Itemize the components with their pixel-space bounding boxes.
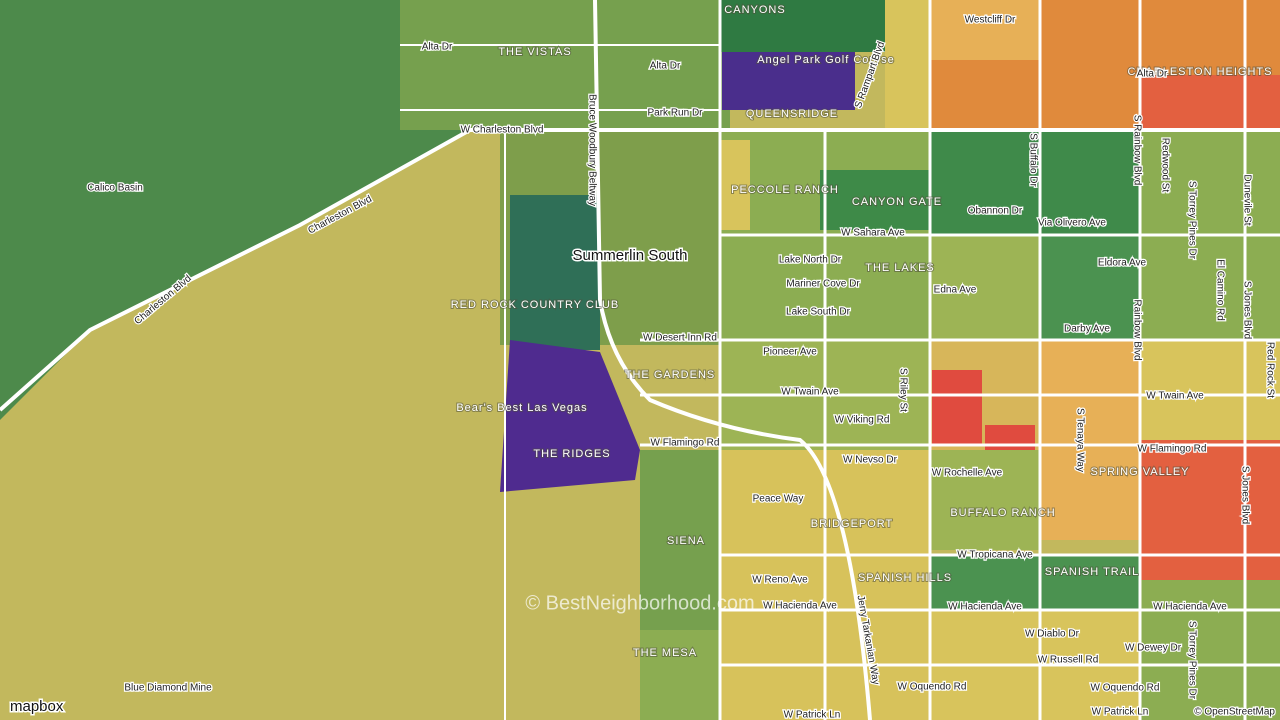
watermark: © BestNeighborhood.com <box>525 592 754 614</box>
street-label: Eldora Ave <box>1098 258 1147 269</box>
street-label: W Hacienda Ave <box>763 601 837 612</box>
street-label: W Rochelle Ave <box>932 468 1003 479</box>
street-label: Westcliff Dr <box>965 15 1016 26</box>
place-label: PECCOLE RANCH <box>731 184 839 196</box>
street-label: S Rainbow Blvd <box>1131 115 1142 186</box>
street-label: W Hacienda Ave <box>948 602 1022 613</box>
street-label: W Nevso Dr <box>843 455 898 466</box>
place-label: THE MESA <box>633 647 697 659</box>
street-label: W Charleston Blvd <box>461 125 544 136</box>
street-label: W Reno Ave <box>752 575 808 586</box>
street-label: Obannon Dr <box>968 206 1023 217</box>
place-label: CHARLESTON HEIGHTS <box>1128 66 1273 78</box>
street-label: W Flamingo Rd <box>1138 444 1207 455</box>
street-label: Edna Ave <box>934 285 977 296</box>
street-label: Lake North Dr <box>779 255 842 266</box>
street-label: S Jones Blvd <box>1241 281 1252 339</box>
street-label: W Hacienda Ave <box>1153 602 1227 613</box>
place-label: THE VISTAS <box>498 46 571 58</box>
osm-credit: © OpenStreetMap <box>1194 707 1275 718</box>
street-label: W Sahara Ave <box>841 228 905 239</box>
street-label: W Tropicana Ave <box>957 550 1033 561</box>
place-label: SPANISH TRAIL <box>1045 566 1140 578</box>
place-label: SPANISH HILLS <box>858 572 952 584</box>
street-label: Park Run Dr <box>647 108 703 119</box>
street-label: Red Rock St <box>1264 342 1275 398</box>
street-label: W Patrick Ln <box>784 710 841 720</box>
place-label: QUEENSRIDGE <box>746 108 838 120</box>
street-label: S Tenaya Way <box>1074 408 1085 472</box>
street-label: Lake South Dr <box>786 307 851 318</box>
street-label: Via Olivero Ave <box>1038 218 1106 229</box>
place-label: CANYONS <box>724 4 785 16</box>
street-label: W Diablo Dr <box>1025 629 1080 640</box>
street-label: W Oquendo Rd <box>1091 683 1160 694</box>
place-label: Calico Basin <box>87 183 143 194</box>
street-label: Darby Ave <box>1064 324 1110 335</box>
place-label: BRIDGEPORT <box>811 518 894 530</box>
place-label: BUFFALO RANCH <box>950 507 1055 519</box>
street-label: Alta Dr <box>650 61 681 72</box>
place-label: SIENA <box>667 535 705 547</box>
street-label: Rainbow Blvd <box>1131 299 1142 360</box>
place-label: Summerlin South <box>572 247 687 264</box>
place-label: CANYON GATE <box>852 196 942 208</box>
street-label: Alta Dr <box>422 42 453 53</box>
street-label: W Dewey Dr <box>1125 643 1182 654</box>
street-label: W Twain Ave <box>1146 391 1204 402</box>
street-label: W Viking Rd <box>835 415 890 426</box>
street-label: Pioneer Ave <box>763 347 817 358</box>
place-label: THE GARDENS <box>625 369 715 381</box>
place-label: Blue Diamond Mine <box>124 683 212 694</box>
street-label: Peace Way <box>753 494 804 505</box>
street-label: El Camino Rd <box>1214 259 1225 321</box>
street-label: Redwood St <box>1159 138 1170 193</box>
street-label: S Torrey Pines Dr <box>1186 621 1197 700</box>
street-label: S Riley St <box>897 368 908 412</box>
place-label: RED ROCK COUNTRY CLUB <box>451 299 620 311</box>
street-label: S Torrey Pines Dr <box>1186 181 1197 260</box>
place-label: Bear's Best Las Vegas <box>456 402 587 414</box>
logo[interactable]: mapbox <box>9 696 66 716</box>
street-label: W Twain Ave <box>781 387 839 398</box>
street-label: W Desert Inn Rd <box>643 333 717 344</box>
place-label: SPRING VALLEY <box>1091 466 1190 478</box>
street-label: Bruce Woodbury Beltway <box>586 94 597 206</box>
street-label: W Flamingo Rd <box>651 438 720 449</box>
place-label: THE LAKES <box>865 262 935 274</box>
street-label: Alta Dr <box>1137 69 1168 80</box>
street-label: Mariner Cove Dr <box>786 279 860 290</box>
place-label: Angel Park Golf Course <box>757 54 895 66</box>
place-label: THE RIDGES <box>533 448 610 460</box>
street-label: W Patrick Ln <box>1092 707 1149 718</box>
street-label: Dunevile St <box>1241 174 1252 225</box>
street-label: W Oquendo Rd <box>898 682 967 693</box>
street-label: S Buffalo Dr <box>1027 133 1038 187</box>
street-label: W Russell Rd <box>1038 655 1099 666</box>
street-label: S Jones Blvd <box>1239 466 1250 524</box>
